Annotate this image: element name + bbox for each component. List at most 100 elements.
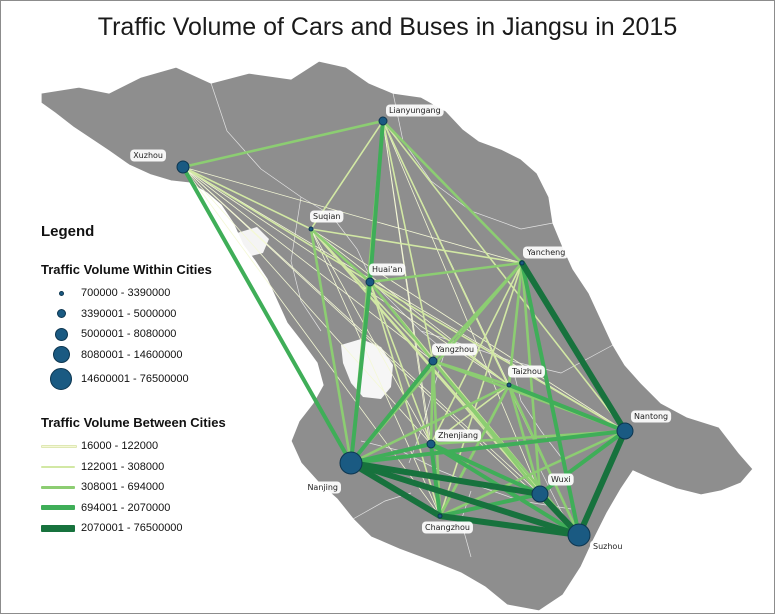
legend-between-label: 122001 - 308000 — [81, 460, 165, 473]
flow-line — [310, 228, 523, 264]
lake-luoma — [237, 227, 269, 257]
flow-line — [368, 280, 435, 363]
legend-within-label: 8080001 - 14600000 — [81, 348, 183, 361]
legend-circle-4 — [52, 346, 70, 364]
city-label-background — [590, 540, 626, 553]
flow-line — [369, 281, 432, 445]
legend-circle-5 — [50, 368, 72, 390]
city-label: Suzhou — [593, 542, 622, 551]
legend-between-label: 308001 - 694000 — [81, 481, 165, 494]
legend-title: Legend — [41, 223, 95, 240]
legend-circle-2 — [56, 309, 66, 319]
flow-line — [310, 228, 510, 386]
city-label: Huai'an — [372, 265, 402, 274]
city-node — [567, 523, 591, 547]
flow-line — [182, 166, 580, 536]
city-label: Taizhou — [511, 367, 542, 376]
flow-line — [181, 119, 385, 169]
flow-line — [310, 228, 441, 517]
flow-line — [381, 119, 524, 265]
legend-circle-3 — [54, 327, 68, 341]
legend-between-label: 2070001 - 76500000 — [81, 522, 183, 535]
flow-line — [507, 383, 627, 433]
flow-line — [348, 460, 543, 497]
legend-between-title: Traffic Volume Between Cities — [41, 415, 226, 430]
legend-between-label: 16000 - 122000 — [81, 440, 159, 453]
legend-between-label: 694001 - 2070000 — [81, 501, 171, 514]
legend-between-row: 2070001 - 76500000 — [41, 518, 261, 539]
city-label-background — [523, 246, 569, 259]
city-label: Suqian — [313, 212, 340, 221]
flow-line — [310, 228, 580, 536]
flow-line — [429, 359, 435, 446]
legend-circle-1 — [58, 290, 64, 296]
legend-within-row: 3390001 - 5000000 — [41, 304, 261, 325]
lake-hongze — [341, 339, 393, 399]
flow-line — [520, 261, 581, 537]
flow-line — [439, 262, 523, 517]
flow-line — [182, 166, 371, 283]
legend-within-row: 14600001 - 76500000 — [41, 365, 261, 393]
legend-within-label: 3390001 - 5000000 — [81, 307, 177, 320]
flow-line — [368, 119, 385, 284]
city-node — [616, 422, 634, 440]
flow-line — [431, 359, 511, 387]
city-label: Yangzhou — [435, 345, 474, 354]
legend-within-label: 14600001 - 76500000 — [81, 373, 189, 385]
city-label-background — [435, 429, 482, 442]
flow-line — [369, 281, 626, 432]
city-label: Wuxi — [551, 475, 571, 484]
flow-line — [182, 166, 312, 230]
flow-line — [369, 281, 510, 386]
legend-within-label: 700000 - 3390000 — [81, 287, 171, 300]
flow-line — [348, 460, 582, 538]
flow-line — [349, 280, 372, 465]
flow-line — [349, 429, 627, 465]
flow-line — [368, 261, 524, 284]
flow-line — [182, 166, 434, 362]
city-label-background — [631, 410, 672, 423]
legend-line-2 — [41, 465, 75, 468]
flow-line — [576, 428, 628, 538]
flow-line — [429, 442, 542, 496]
flow-line — [348, 460, 443, 519]
flow-line — [310, 228, 432, 445]
city-node — [506, 382, 512, 388]
flow-line — [182, 166, 626, 432]
city-label-background — [304, 481, 341, 494]
flow-line — [309, 227, 372, 284]
city-node — [176, 160, 190, 174]
city-label: Zhenjiang — [438, 431, 478, 440]
flow-line — [437, 513, 582, 538]
city-label: Nantong — [634, 412, 668, 421]
flow-line — [181, 165, 353, 465]
flow-line — [507, 383, 542, 496]
legend-line-5 — [41, 524, 75, 532]
flow-line — [519, 260, 628, 434]
flow-line — [310, 228, 434, 362]
city-node — [437, 513, 443, 519]
city-label-background — [508, 365, 545, 378]
legend-within-row: 5000001 - 8080000 — [41, 324, 261, 345]
city-node — [378, 116, 388, 126]
legend-between-row: 122001 - 308000 — [41, 457, 261, 478]
flow-line — [349, 359, 435, 465]
legend-between-row: 308001 - 694000 — [41, 477, 261, 498]
legend-line-1 — [41, 444, 77, 448]
legend-between-row: 16000 - 122000 — [41, 436, 261, 457]
city-node — [531, 485, 549, 503]
city-node — [519, 260, 525, 266]
city-label: Xuzhou — [133, 151, 163, 160]
legend-within-row: 8080001 - 14600000 — [41, 345, 261, 366]
city-label-background — [130, 149, 166, 162]
legend-within-title: Traffic Volume Within Cities — [41, 262, 212, 277]
city-label-background — [310, 210, 344, 223]
flow-line — [382, 120, 626, 432]
legend-between-row: 694001 - 2070000 — [41, 498, 261, 519]
legend-within-row: 700000 - 3390000 — [41, 283, 261, 304]
flow-line — [349, 383, 511, 465]
legend-within-label: 5000001 - 8080000 — [81, 328, 177, 341]
city-label-background — [386, 104, 444, 117]
city-label: Yancheng — [526, 248, 565, 257]
